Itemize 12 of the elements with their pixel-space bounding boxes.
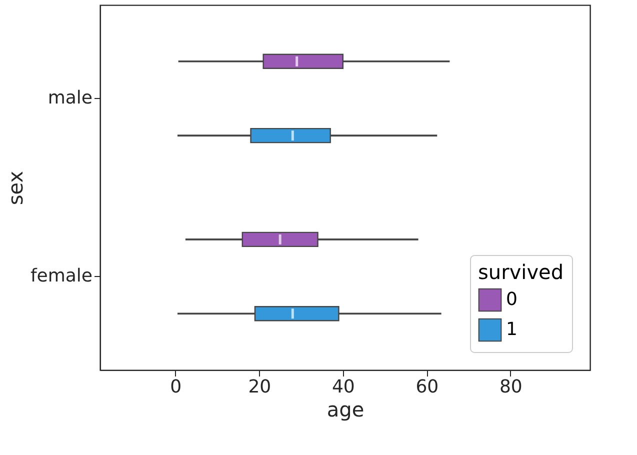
y-tick-label: female	[30, 266, 92, 287]
legend-title: survived	[478, 260, 564, 284]
x-tick-label: 0	[170, 376, 182, 398]
x-tick-label: 20	[248, 376, 272, 398]
y-tick-label: male	[48, 87, 92, 108]
x-tick-label: 80	[499, 376, 522, 398]
y-axis-title: sex	[3, 170, 28, 206]
legend-label: 1	[506, 319, 518, 340]
x-tick-label: 40	[332, 376, 355, 398]
legend-label: 0	[506, 289, 518, 310]
x-axis-title: age	[326, 398, 364, 422]
x-tick-label: 60	[416, 376, 439, 398]
